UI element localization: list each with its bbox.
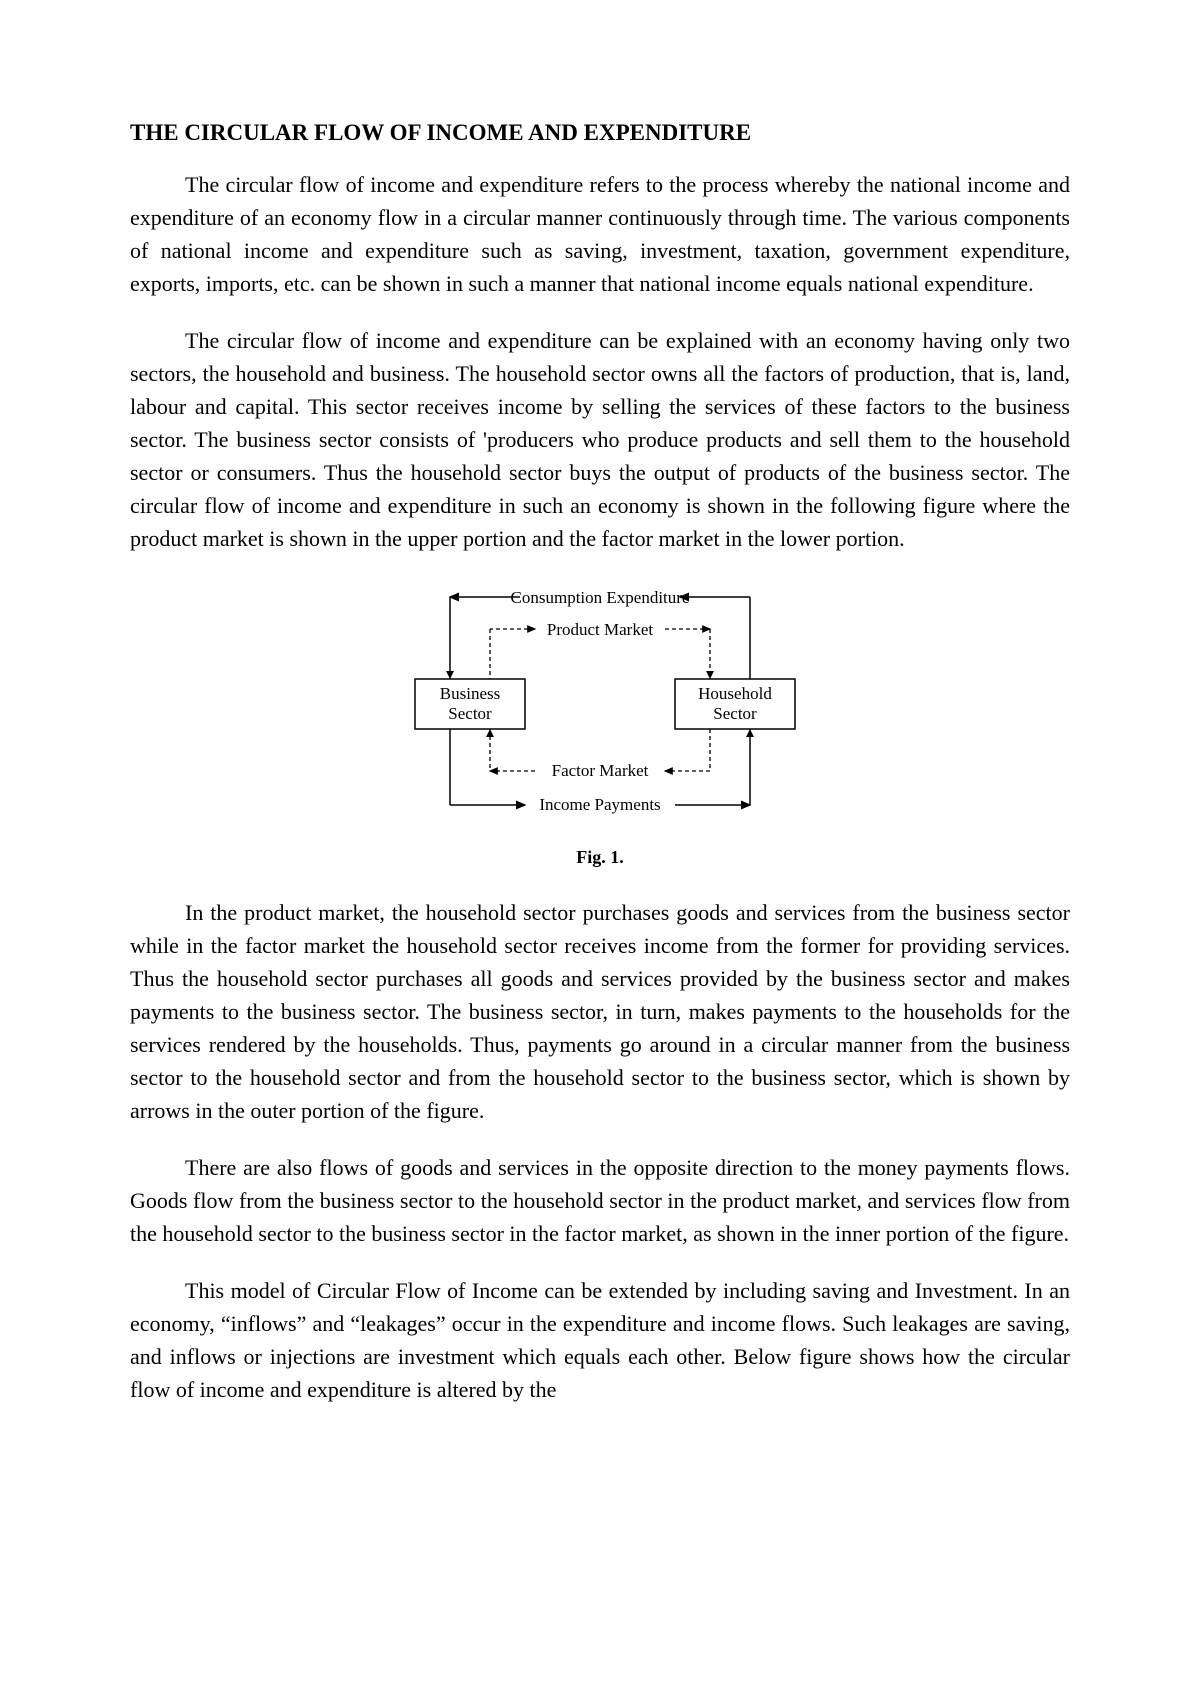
paragraph-4: There are also flows of goods and servic…: [130, 1151, 1070, 1250]
label-consumption: Consumption Expenditure: [511, 588, 690, 607]
paragraph-3: In the product market, the household sec…: [130, 896, 1070, 1127]
label-business-1: Business: [440, 684, 500, 703]
label-factor-market: Factor Market: [552, 761, 649, 780]
label-household-2: Sector: [713, 704, 757, 723]
label-product-market: Product Market: [547, 620, 654, 639]
tip-outer-left-top: [446, 671, 454, 679]
label-income-payments: Income Payments: [539, 795, 660, 814]
page-title: THE CIRCULAR FLOW OF INCOME AND EXPENDIT…: [130, 120, 1070, 146]
label-business-2: Sector: [448, 704, 492, 723]
figure-1: Consumption Expenditure Product Market B…: [130, 579, 1070, 868]
circular-flow-diagram: Consumption Expenditure Product Market B…: [370, 579, 830, 839]
paragraph-1: The circular flow of income and expendit…: [130, 168, 1070, 300]
tip-inner-right-top: [706, 671, 714, 679]
tip-inner-left-bot: [486, 729, 494, 737]
label-household-1: Household: [698, 684, 772, 703]
paragraph-5: This model of Circular Flow of Income ca…: [130, 1274, 1070, 1406]
figure-caption: Fig. 1.: [576, 847, 624, 868]
paragraph-2: The circular flow of income and expendit…: [130, 324, 1070, 555]
tip-outer-right-bot: [746, 729, 754, 737]
